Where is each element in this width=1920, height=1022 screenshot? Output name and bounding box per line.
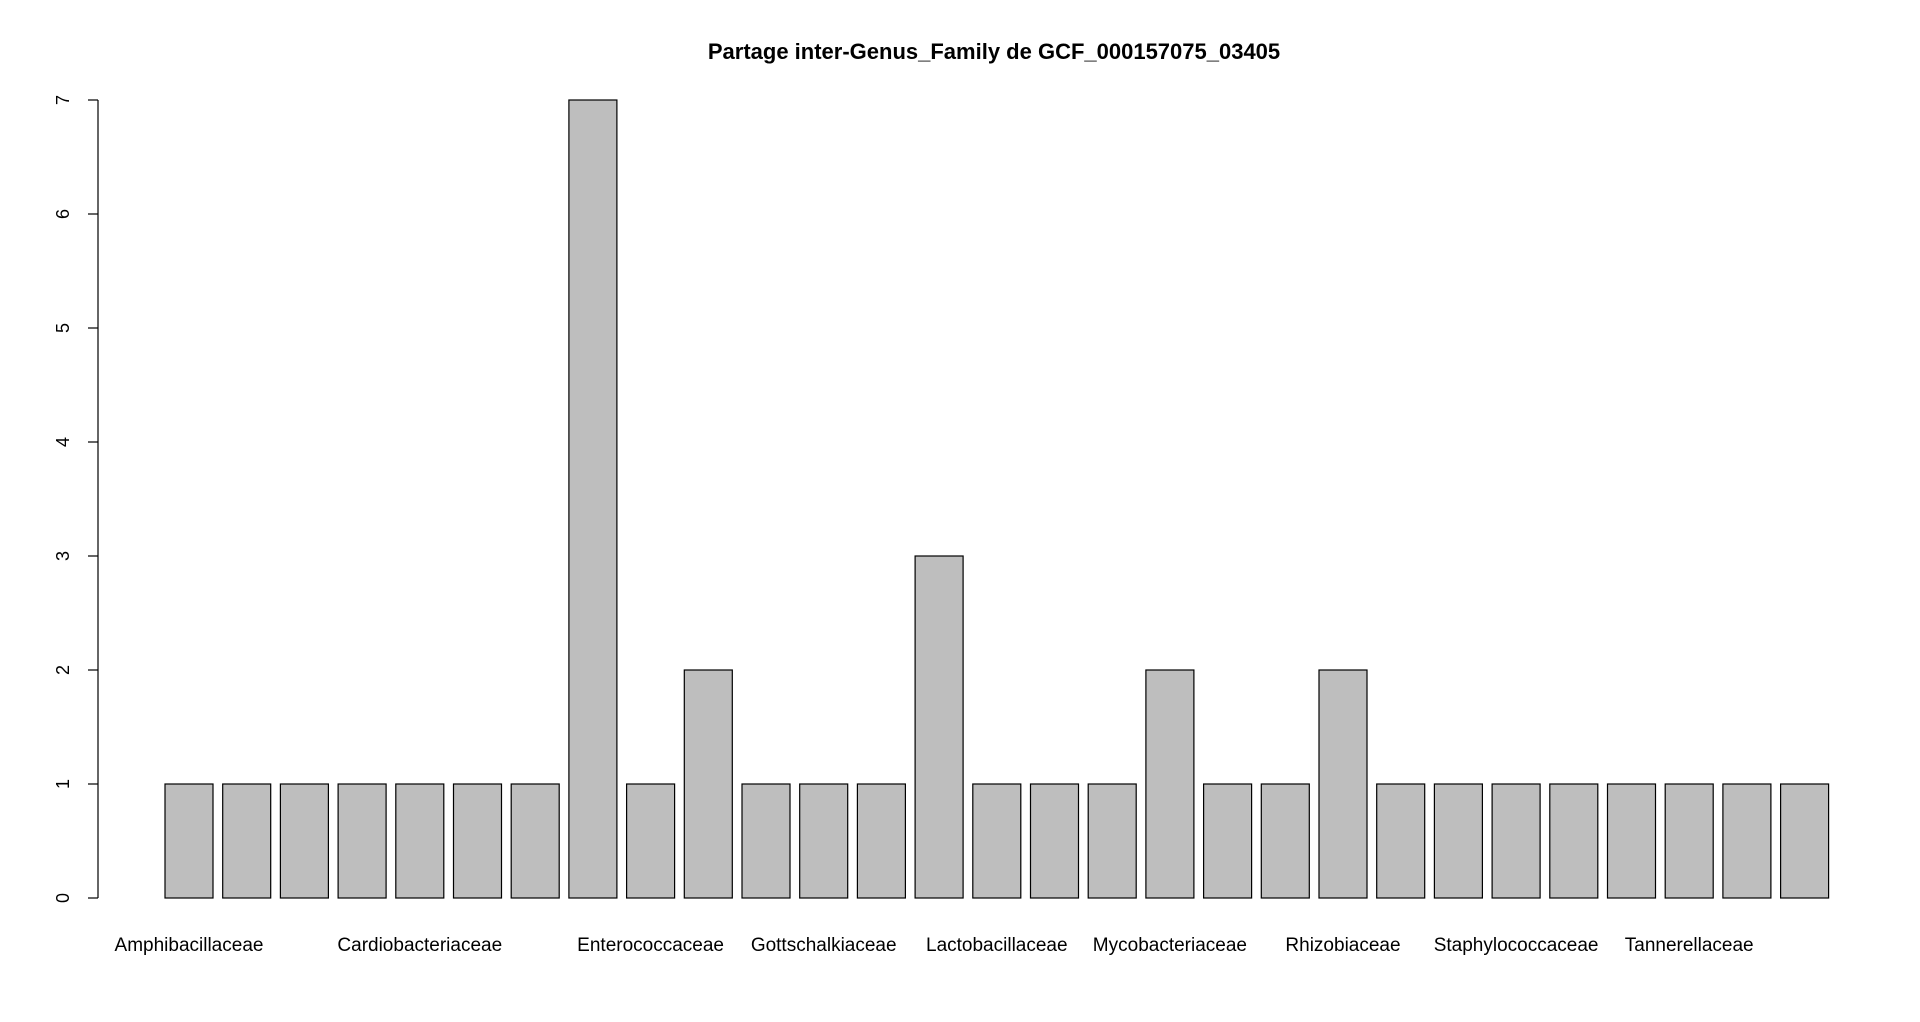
x-tick-label: Amphibacillaceae xyxy=(115,935,264,956)
y-tick-label: 0 xyxy=(53,893,73,903)
bar xyxy=(510,783,560,899)
bar xyxy=(972,783,1022,899)
y-tick-label: 3 xyxy=(53,551,73,561)
y-tick-label: 6 xyxy=(53,209,73,219)
x-tick-label: Enterococcaceae xyxy=(577,935,724,956)
bar xyxy=(741,783,791,899)
bar xyxy=(1145,669,1195,899)
x-tick-label: Cardiobacteriaceae xyxy=(337,935,502,956)
x-tick-label: Lactobacillaceae xyxy=(926,935,1068,956)
x-tick-label: Rhizobiaceae xyxy=(1285,935,1400,956)
bar xyxy=(683,669,733,899)
bar xyxy=(1606,783,1657,899)
bar xyxy=(1722,783,1772,899)
bar xyxy=(1549,783,1599,899)
y-tick-label: 4 xyxy=(53,437,73,447)
bar xyxy=(164,783,214,899)
bar xyxy=(1202,783,1253,899)
bar xyxy=(625,783,676,899)
bar xyxy=(1664,783,1714,899)
bar xyxy=(856,783,907,899)
bar xyxy=(914,555,964,899)
bar xyxy=(1433,783,1484,899)
x-tick-label: Tannerellaceae xyxy=(1625,935,1754,956)
chart-title: Partage inter-Genus_Family de GCF_000157… xyxy=(708,39,1280,64)
y-tick-label: 5 xyxy=(53,323,73,333)
x-tick-label: Mycobacteriaceae xyxy=(1093,935,1247,956)
bars xyxy=(164,99,1830,899)
x-tick-label: Gottschalkiaceae xyxy=(751,935,897,956)
y-tick-label: 1 xyxy=(53,779,73,789)
bar xyxy=(337,783,387,899)
bar xyxy=(395,783,445,899)
bar xyxy=(222,783,272,899)
bar xyxy=(1318,669,1368,899)
x-tick-label: Staphylococcaceae xyxy=(1434,935,1599,956)
bar xyxy=(1376,783,1426,899)
y-axis: 0 1 2 3 4 5 6 7 xyxy=(53,95,99,903)
bar xyxy=(452,783,503,899)
bar xyxy=(1029,783,1080,899)
y-tick-label: 7 xyxy=(53,95,73,105)
bar xyxy=(568,99,618,899)
bar xyxy=(1491,783,1541,899)
bar xyxy=(1260,783,1310,899)
bar xyxy=(799,783,849,899)
bar xyxy=(1087,783,1137,899)
x-axis-labels: Amphibacillaceae Cardiobacteriaceae Entero… xyxy=(115,935,1754,956)
bar xyxy=(279,783,329,899)
bar xyxy=(1779,783,1830,899)
y-tick-label: 2 xyxy=(53,665,73,675)
